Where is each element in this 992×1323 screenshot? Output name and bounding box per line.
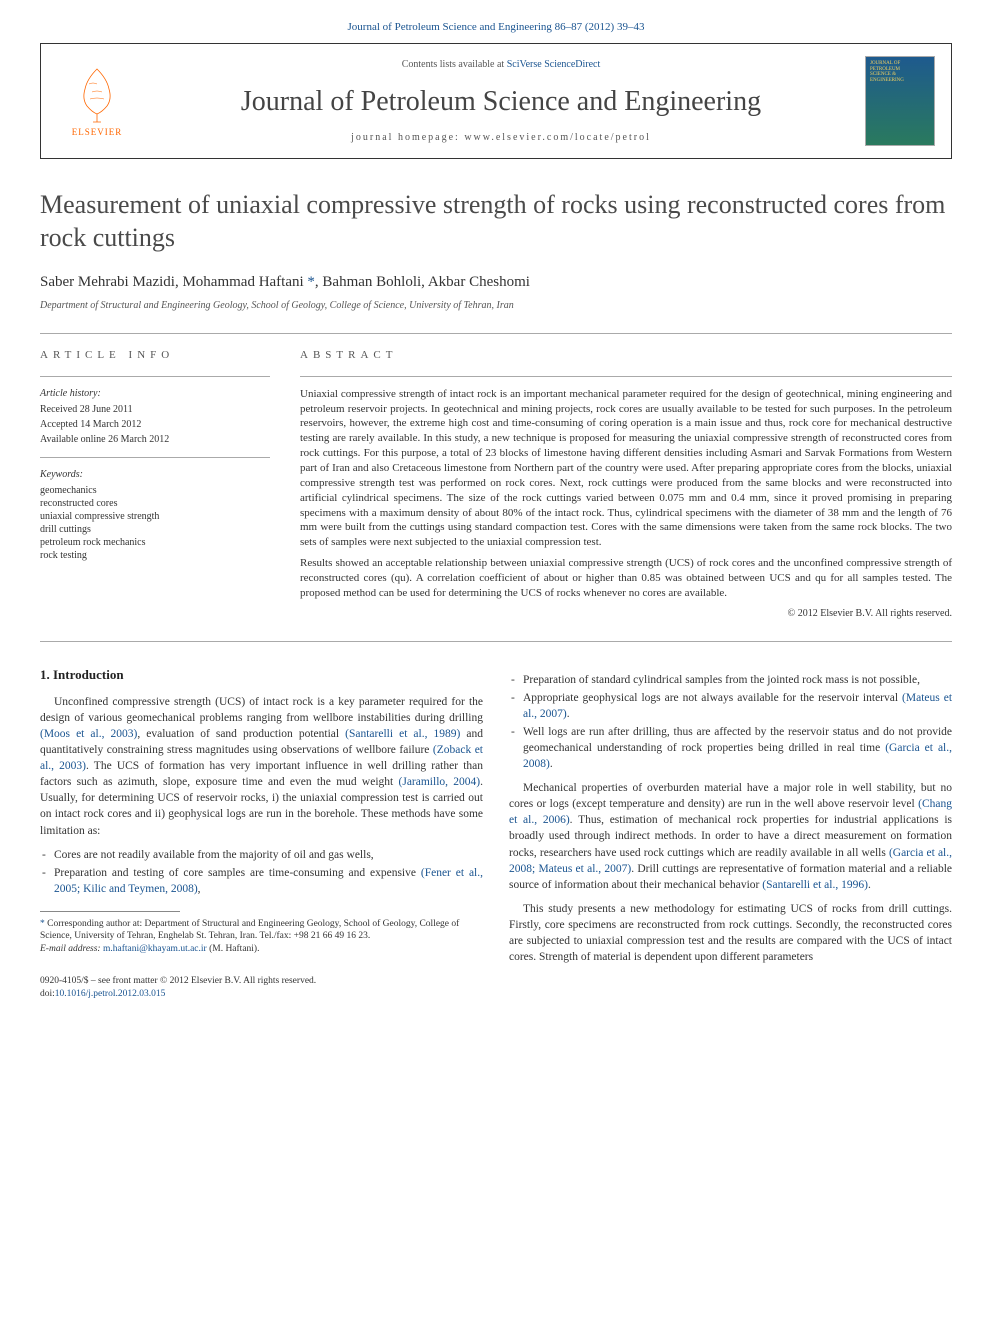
authors-pre: Saber Mehrabi Mazidi, Mohammad Haftani bbox=[40, 274, 307, 290]
text: , bbox=[198, 883, 201, 895]
keyword: drill cuttings bbox=[40, 523, 270, 536]
keywords-label: Keywords: bbox=[40, 468, 270, 482]
email-label: E-mail address: bbox=[40, 944, 103, 954]
affiliation: Department of Structural and Engineering… bbox=[40, 299, 952, 313]
body-text: Mechanical properties of overburden mate… bbox=[509, 780, 952, 965]
intro-p2: Mechanical properties of overburden mate… bbox=[509, 780, 952, 893]
authors: Saber Mehrabi Mazidi, Mohammad Haftani *… bbox=[40, 272, 952, 293]
header-center: Contents lists available at SciVerse Sci… bbox=[137, 58, 865, 145]
homepage-url[interactable]: www.elsevier.com/locate/petrol bbox=[464, 132, 651, 143]
text: . bbox=[550, 758, 553, 770]
keyword: petroleum rock mechanics bbox=[40, 536, 270, 549]
text: Appropriate geophysical logs are not alw… bbox=[523, 692, 902, 704]
email-suffix: (M. Haftani). bbox=[207, 944, 260, 954]
authors-post: , Bahman Bohloli, Akbar Cheshomi bbox=[315, 274, 530, 290]
corresponding-mark[interactable]: * bbox=[307, 274, 315, 290]
top-citation[interactable]: Journal of Petroleum Science and Enginee… bbox=[40, 20, 952, 35]
keyword: uniaxial compressive strength bbox=[40, 510, 270, 523]
text: Unconfined compressive strength (UCS) of… bbox=[40, 696, 483, 724]
body-text: Unconfined compressive strength (UCS) of… bbox=[40, 694, 483, 839]
text: . Thus, estimation of mechanical rock pr… bbox=[509, 814, 952, 858]
text: Cores are not readily available from the… bbox=[54, 849, 374, 861]
elsevier-tree-icon bbox=[67, 64, 127, 124]
doi-prefix: doi: bbox=[40, 989, 55, 999]
abstract-p1: Uniaxial compressive strength of intact … bbox=[300, 387, 952, 550]
journal-cover-thumbnail: JOURNAL OF PETROLEUM SCIENCE & ENGINEERI… bbox=[865, 56, 935, 146]
journal-name: Journal of Petroleum Science and Enginee… bbox=[153, 82, 849, 121]
copyright: © 2012 Elsevier B.V. All rights reserved… bbox=[300, 607, 952, 621]
body-col-left: 1. Introduction Unconfined compressive s… bbox=[40, 666, 483, 1002]
front-matter: 0920-4105/$ – see front matter © 2012 El… bbox=[40, 975, 483, 988]
abstract-label: abstract bbox=[300, 348, 952, 363]
text: . bbox=[567, 708, 570, 720]
history-label: Article history: bbox=[40, 387, 270, 401]
publisher-logo: ELSEVIER bbox=[57, 61, 137, 141]
online-date: Available online 26 March 2012 bbox=[40, 433, 270, 447]
info-divider bbox=[40, 457, 270, 458]
limitations-list: Cores are not readily available from the… bbox=[40, 847, 483, 897]
doi-line: doi:10.1016/j.petrol.2012.03.015 bbox=[40, 988, 483, 1001]
list-item: Preparation of standard cylindrical samp… bbox=[509, 672, 952, 688]
email-footnote: E-mail address: m.haftani@khayam.ut.ac.i… bbox=[40, 943, 483, 955]
divider bbox=[40, 641, 952, 642]
section-heading: 1. Introduction bbox=[40, 666, 483, 684]
text: . bbox=[868, 879, 871, 891]
publisher-name: ELSEVIER bbox=[72, 126, 123, 139]
citation-link[interactable]: (Santarelli et al., 1996) bbox=[762, 879, 868, 891]
keywords-block: Keywords: geomechanics reconstructed cor… bbox=[40, 468, 270, 562]
intro-p1: Unconfined compressive strength (UCS) of… bbox=[40, 694, 483, 839]
homepage-prefix: journal homepage: bbox=[351, 132, 464, 143]
list-item: Well logs are run after drilling, thus a… bbox=[509, 724, 952, 772]
info-divider bbox=[40, 376, 270, 377]
cover-line: ENGINEERING bbox=[870, 78, 930, 84]
abstract-column: abstract Uniaxial compressive strength o… bbox=[300, 348, 952, 620]
text: , evaluation of sand production potentia… bbox=[137, 728, 345, 740]
citation-link[interactable]: (Moos et al., 2003) bbox=[40, 728, 137, 740]
limitations-list-cont: Preparation of standard cylindrical samp… bbox=[509, 672, 952, 773]
text: Preparation and testing of core samples … bbox=[54, 867, 421, 879]
text: Mechanical properties of overburden mate… bbox=[509, 782, 952, 810]
doi-link[interactable]: 10.1016/j.petrol.2012.03.015 bbox=[55, 989, 166, 999]
corresponding-footnote: * Corresponding author at: Department of… bbox=[40, 918, 483, 943]
email-link[interactable]: m.haftani@khayam.ut.ac.ir bbox=[103, 944, 207, 954]
journal-homepage: journal homepage: www.elsevier.com/locat… bbox=[153, 131, 849, 145]
abstract-divider bbox=[300, 376, 952, 377]
body-col-right: Preparation of standard cylindrical samp… bbox=[509, 666, 952, 1002]
intro-p3: This study presents a new methodology fo… bbox=[509, 901, 952, 965]
citation-link[interactable]: (Jaramillo, 2004) bbox=[399, 776, 481, 788]
bottom-meta: 0920-4105/$ – see front matter © 2012 El… bbox=[40, 975, 483, 1002]
corr-text: Corresponding author at: Department of S… bbox=[40, 919, 459, 941]
article-info-column: article info Article history: Received 2… bbox=[40, 348, 270, 620]
received-date: Received 28 June 2011 bbox=[40, 403, 270, 417]
divider bbox=[40, 333, 952, 334]
body-columns: 1. Introduction Unconfined compressive s… bbox=[40, 666, 952, 1002]
list-item: Appropriate geophysical logs are not alw… bbox=[509, 690, 952, 722]
list-item: Preparation and testing of core samples … bbox=[40, 865, 483, 897]
abstract-text: Uniaxial compressive strength of intact … bbox=[300, 387, 952, 601]
article-title: Measurement of uniaxial compressive stre… bbox=[40, 189, 952, 254]
text: Preparation of standard cylindrical samp… bbox=[523, 674, 920, 686]
abstract-p2: Results showed an acceptable relationshi… bbox=[300, 556, 952, 601]
footnote-divider bbox=[40, 911, 180, 912]
list-item: Cores are not readily available from the… bbox=[40, 847, 483, 863]
article-info-label: article info bbox=[40, 348, 270, 363]
contents-prefix: Contents lists available at bbox=[402, 59, 507, 70]
contents-line: Contents lists available at SciVerse Sci… bbox=[153, 58, 849, 72]
citation-link[interactable]: (Santarelli et al., 1989) bbox=[345, 728, 460, 740]
journal-header: ELSEVIER Contents lists available at Sci… bbox=[40, 43, 952, 159]
accepted-date: Accepted 14 March 2012 bbox=[40, 418, 270, 432]
info-abstract-row: article info Article history: Received 2… bbox=[40, 348, 952, 620]
keyword: geomechanics bbox=[40, 484, 270, 497]
sciencedirect-link[interactable]: SciVerse ScienceDirect bbox=[507, 59, 601, 70]
keyword: rock testing bbox=[40, 549, 270, 562]
keyword: reconstructed cores bbox=[40, 497, 270, 510]
